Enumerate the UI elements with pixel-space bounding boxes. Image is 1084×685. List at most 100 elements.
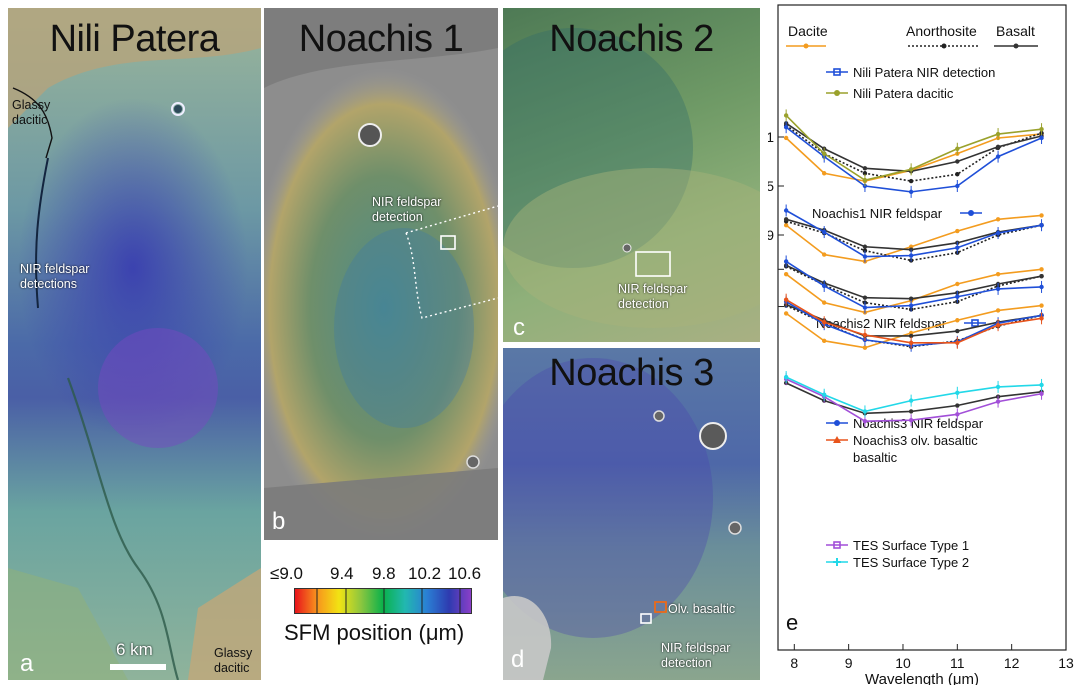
- legend-marker-g4-1: [833, 558, 841, 566]
- x-tick-label-3: 11: [950, 655, 965, 671]
- label-glassy-dacitic-bottom: Glassy dacitic: [214, 646, 253, 675]
- point-g3-4-4: [955, 340, 960, 345]
- point-g4-1-4: [955, 412, 960, 417]
- ref-legend-marker-2: [1013, 43, 1019, 49]
- point-g3-0-1: [821, 338, 827, 344]
- y-tick-label-1: 0.95: [768, 178, 774, 194]
- scale-bar: [110, 664, 166, 670]
- point-g3-0-2: [862, 345, 868, 350]
- point-g3-2-4: [955, 328, 960, 334]
- panel-title-noachis-2: Noachis 2: [549, 18, 714, 60]
- noachis2-terrain-map: [503, 28, 760, 328]
- point-g4-1-3: [908, 418, 914, 423]
- panel-letter-c: c: [513, 314, 525, 341]
- legend-label-g0-1: Nili Patera dacitic: [853, 86, 954, 101]
- label-nir-feldspar-detection-c: NIR feldspar detection: [618, 282, 688, 311]
- point-g3-0-0: [783, 311, 789, 316]
- point-g1-2-2: [862, 244, 868, 249]
- point-g4-0-3: [908, 409, 914, 414]
- ref-legend-marker-1: [941, 43, 947, 49]
- legend-marker-g3-0: [834, 420, 840, 426]
- point-g2-3-0: [783, 259, 789, 264]
- point-g4-2-2: [862, 409, 868, 414]
- panel-letter-b: b: [272, 508, 286, 535]
- legend-label-g4-1: TES Surface Type 2: [853, 555, 969, 570]
- point-g3-4-3: [908, 340, 914, 345]
- y-tick-label-2: 1: [768, 129, 774, 145]
- scale-bar-label: 6 km: [116, 640, 153, 659]
- y-tick-label-0: 0.9: [768, 227, 774, 243]
- panel-title-noachis-3: Noachis 3: [549, 352, 714, 394]
- point-g2-3-4: [955, 294, 960, 299]
- point-g0-4-3: [908, 167, 914, 172]
- point-g2-0-5: [995, 272, 1001, 277]
- point-g0-3-0: [783, 125, 789, 130]
- point-g4-2-4: [955, 390, 960, 395]
- point-g4-2-6: [1039, 382, 1044, 388]
- x-tick-label-4: 12: [1004, 655, 1020, 671]
- point-g2-3-3: [908, 303, 914, 308]
- point-g0-2-5: [995, 144, 1001, 149]
- x-tick-label-5: 13: [1058, 655, 1074, 671]
- legend-label-g2-0: Noachis2 NIR feldspar: [816, 316, 947, 331]
- point-g2-3-2: [862, 305, 868, 310]
- point-g2-3-6: [1039, 284, 1044, 290]
- panel-noachis-3: Noachis 3 Olv. basaltic NIR feldspar det…: [503, 348, 760, 680]
- point-g1-3-1: [821, 229, 827, 235]
- point-g1-3-3: [908, 253, 914, 258]
- point-g2-2-3: [908, 296, 914, 301]
- point-g1-0-4: [955, 228, 960, 234]
- point-g2-0-4: [955, 281, 960, 287]
- label-nir-feldspar-detection-b: NIR feldspar detection: [372, 195, 442, 224]
- point-g0-1-4: [955, 172, 960, 177]
- point-g4-2-1: [821, 392, 827, 397]
- point-g4-2-0: [783, 374, 789, 380]
- x-tick-label-1: 9: [845, 655, 853, 671]
- x-axis-label: Wavelength (μm): [865, 671, 979, 685]
- point-g3-0-4: [955, 318, 960, 323]
- point-g0-4-2: [862, 177, 868, 183]
- point-g1-0-5: [995, 217, 1001, 222]
- panel-title-nili-patera: Nili Patera: [49, 18, 220, 60]
- legend-marker-g1-0: [968, 210, 974, 216]
- legend-marker-g2-0: [971, 319, 979, 327]
- point-g1-3-0: [783, 208, 789, 213]
- legend-label-g0-0: Nili Patera NIR detection: [853, 65, 995, 80]
- legend-label-g3-0: Noachis3 NIR feldspar: [853, 416, 984, 431]
- point-g3-2-3: [908, 333, 914, 339]
- legend-label-g1-0: Noachis1 NIR feldspar: [812, 206, 943, 221]
- point-g1-0-6: [1039, 213, 1044, 218]
- point-g1-2-0: [783, 217, 789, 222]
- label-nir-feldspar-detection-d: NIR feldspar detection: [661, 641, 731, 670]
- legend-marker-g4-0: [833, 541, 841, 549]
- point-g0-3-3: [908, 189, 914, 195]
- point-g0-0-0: [783, 135, 789, 141]
- point-g4-0-4: [955, 403, 960, 408]
- colorbar-legend: ≤9.0 9.4 9.8 10.2 10.6 SFM position (μm): [264, 548, 498, 678]
- colorbar-label: SFM position (μm): [284, 620, 465, 645]
- x-tick-label-0: 8: [790, 655, 798, 671]
- x-tick-label-2: 10: [895, 655, 911, 671]
- legend-marker-g0-1: [834, 90, 840, 96]
- colorbar-tick-marks: [316, 588, 461, 614]
- point-g0-4-1: [821, 151, 827, 156]
- point-g4-2-3: [908, 398, 914, 403]
- point-g1-3-6: [1039, 223, 1044, 228]
- point-g3-0-6: [1039, 303, 1044, 308]
- colorbar-tick-4: 10.6: [448, 564, 482, 583]
- label-nir-feldspar-detections: NIR feldspar detections: [20, 262, 90, 291]
- point-g3-4-1: [821, 320, 827, 325]
- noachis1-terrain-map: [264, 8, 498, 540]
- colorbar-tick-2: 9.8: [372, 564, 396, 583]
- point-g1-0-1: [821, 252, 827, 257]
- panel-letter-a: a: [20, 650, 34, 677]
- point-g4-1-6: [1039, 391, 1044, 396]
- legend-marker-g0-0: [833, 68, 841, 76]
- nili-terrain-map: [8, 8, 261, 680]
- panel-noachis-2: Noachis 2 NIR feldspar detection c: [503, 8, 760, 342]
- ref-legend-label-0: Dacite: [788, 23, 828, 39]
- colorbar-tick-3: 10.2: [408, 564, 442, 583]
- point-g0-0-1: [821, 171, 827, 176]
- ref-legend-label-2: Basalt: [996, 23, 1035, 39]
